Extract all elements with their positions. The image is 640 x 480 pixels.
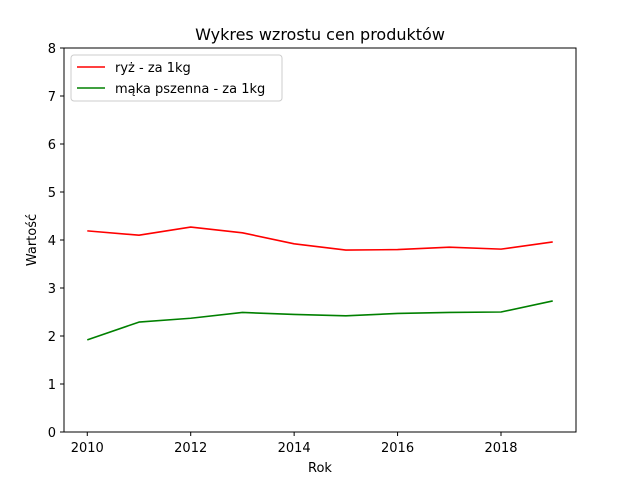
y-tick-label: 5 [48, 186, 56, 201]
plot-frame [63, 47, 577, 433]
chart-title: Wykres wzrostu cen produktów [195, 25, 445, 44]
series-line-2 [87, 300, 553, 341]
x-tick-label: 2018 [484, 441, 517, 456]
y-tick-label: 3 [48, 282, 56, 297]
y-axis-ticks: 0 1 2 3 4 5 6 7 8 [48, 42, 64, 441]
y-tick-label: 2 [48, 330, 56, 345]
y-tick-label: 4 [48, 234, 56, 249]
y-tick-label: 0 [48, 426, 56, 441]
legend-label-1: ryż - za 1kg [115, 61, 191, 76]
x-tick-label: 2016 [381, 441, 414, 456]
legend: ryż - za 1kg mąka pszenna - za 1kg [70, 54, 283, 102]
legend-box [70, 54, 283, 102]
y-tick-label: 7 [48, 90, 56, 105]
x-tick-label: 2014 [278, 441, 311, 456]
x-axis-ticks: 2010 2012 2014 2016 2018 [71, 432, 518, 456]
y-tick-label: 8 [48, 42, 56, 57]
series-layer [87, 226, 553, 341]
y-tick-label: 6 [48, 138, 56, 153]
y-tick-label: 1 [48, 378, 56, 393]
x-tick-label: 2012 [174, 441, 207, 456]
x-axis-label: Rok [308, 461, 332, 476]
x-tick-label: 2010 [71, 441, 104, 456]
series-line-1 [87, 226, 553, 251]
legend-label-2: mąka pszenna - za 1kg [115, 82, 265, 97]
plot-background [64, 48, 576, 432]
y-axis-label: Wartość [25, 214, 40, 266]
